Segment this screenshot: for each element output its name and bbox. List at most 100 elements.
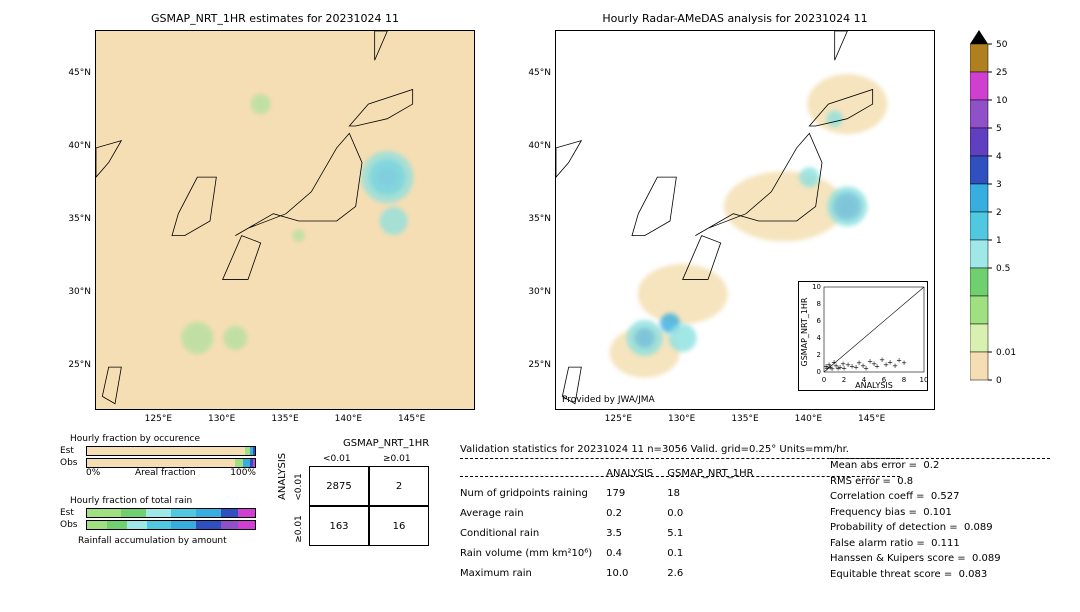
occurrence-title: Hourly fraction by occurence — [70, 434, 200, 444]
val-row-b: 0.1 — [667, 544, 767, 564]
right-xtick: 140°E — [788, 414, 828, 424]
left-ytick: 30°N — [61, 287, 91, 297]
right-xtick: 130°E — [662, 414, 702, 424]
svg-text:2: 2 — [996, 208, 1002, 218]
occ-tick-1: 100% — [230, 468, 256, 478]
svg-text:0: 0 — [822, 376, 826, 384]
metric-row: False alarm ratio = 0.111 — [830, 536, 1001, 552]
val-row-label: Maximum rain — [460, 564, 606, 584]
svg-text:+: + — [840, 360, 846, 368]
left-xtick: 125°E — [138, 414, 178, 424]
right-xtick: 125°E — [598, 414, 638, 424]
occ-row-obs: Obs — [60, 458, 82, 468]
val-row-b: 18 — [667, 484, 767, 504]
val-col-1: GSMAP_NRT_1HR — [667, 464, 767, 484]
left-ytick: 25°N — [61, 360, 91, 370]
left-ytick: 40°N — [61, 141, 91, 151]
ct-col-header: GSMAP_NRT_1HR — [343, 438, 429, 449]
val-row-b: 0.0 — [667, 504, 767, 524]
val-col-0: ANALYSIS — [606, 464, 667, 484]
val-row-a: 0.2 — [606, 504, 667, 524]
val-row-a: 3.5 — [606, 524, 667, 544]
val-row-a: 179 — [606, 484, 667, 504]
val-row-label: Rain volume (mm km²10⁶) — [460, 544, 606, 564]
metric-row: Correlation coeff = 0.527 — [830, 489, 1001, 505]
ct-row-header: ANALYSIS — [277, 453, 288, 500]
scatter-inset: ++++++++++++++++++++++++++ 0246810 02468… — [798, 281, 928, 391]
svg-text:0: 0 — [817, 368, 821, 376]
metric-row: Frequency bias = 0.101 — [830, 505, 1001, 521]
metrics-list: Mean abs error = 0.2RMS error = 0.8Corre… — [830, 458, 1001, 582]
val-row-label: Num of gridpoints raining — [460, 484, 606, 504]
svg-text:3: 3 — [996, 180, 1002, 190]
ct-cell-10: 163 — [309, 506, 369, 546]
svg-text:8: 8 — [817, 300, 821, 308]
occ-xlabel: Areal fraction — [135, 468, 196, 478]
occ-row-est: Est — [60, 446, 82, 456]
scatter-ylabel: GSMAP_NRT_1HR — [800, 297, 809, 366]
left-xtick: 130°E — [202, 414, 242, 424]
svg-text:+: + — [827, 363, 833, 371]
metric-row: Mean abs error = 0.2 — [830, 458, 1001, 474]
left-map — [95, 30, 475, 410]
scatter-xlabel: ANALYSIS — [855, 381, 893, 390]
right-ytick: 30°N — [521, 287, 551, 297]
right-map-title: Hourly Radar-AMeDAS analysis for 2023102… — [535, 12, 935, 25]
right-xtick: 145°E — [852, 414, 892, 424]
ct-row-0: <0.01 — [294, 473, 304, 501]
right-map: Provided by JWA/JMA ++++++++++++++++++++… — [555, 30, 935, 410]
left-xtick: 140°E — [328, 414, 368, 424]
svg-text:2: 2 — [842, 376, 846, 384]
svg-text:2: 2 — [817, 351, 821, 359]
right-xtick: 135°E — [725, 414, 765, 424]
svg-text:8: 8 — [902, 376, 906, 384]
svg-text:0: 0 — [996, 376, 1002, 386]
occurrence-bars: Hourly fraction by occurence Est Obs 0% … — [60, 446, 260, 478]
colorbar: 0123451025500.50.01 — [970, 30, 1030, 425]
svg-text:50: 50 — [996, 40, 1008, 50]
svg-text:10: 10 — [996, 96, 1008, 106]
val-row-b: 5.1 — [667, 524, 767, 544]
svg-text:4: 4 — [996, 152, 1002, 162]
right-ytick: 25°N — [521, 360, 551, 370]
totalrain-footer: Rainfall accumulation by amount — [78, 536, 227, 546]
val-row-a: 0.4 — [606, 544, 667, 564]
occ-tick-0: 0% — [86, 468, 100, 478]
left-xtick: 135°E — [265, 414, 305, 424]
metric-row: Equitable threat score = 0.083 — [830, 567, 1001, 583]
metric-row: Probability of detection = 0.089 — [830, 520, 1001, 536]
map-attribution: Provided by JWA/JMA — [562, 395, 655, 405]
svg-text:6: 6 — [817, 317, 822, 325]
validation-stats: Validation statistics for 20231024 11 n=… — [460, 442, 849, 584]
totalrain-bars: Hourly fraction of total rain Est Obs Ra… — [60, 508, 260, 530]
right-ytick: 40°N — [521, 141, 551, 151]
svg-text:10: 10 — [920, 376, 929, 384]
ct-cell-11: 16 — [369, 506, 429, 546]
svg-text:25: 25 — [996, 68, 1007, 78]
right-ytick: 45°N — [521, 68, 551, 78]
svg-text:4: 4 — [817, 334, 822, 342]
val-row-a: 10.0 — [606, 564, 667, 584]
val-row-b: 2.6 — [667, 564, 767, 584]
totalrain-title: Hourly fraction of total rain — [70, 496, 192, 506]
left-ytick: 35°N — [61, 214, 91, 224]
left-map-title: GSMAP_NRT_1HR estimates for 20231024 11 — [75, 12, 475, 25]
tot-row-obs: Obs — [60, 520, 82, 530]
ct-col-0: <0.01 — [323, 454, 351, 464]
ct-cell-01: 2 — [369, 466, 429, 506]
svg-text:10: 10 — [812, 283, 821, 291]
svg-text:+: + — [901, 359, 907, 367]
metric-row: Hanssen & Kuipers score = 0.089 — [830, 551, 1001, 567]
tot-row-est: Est — [60, 508, 82, 518]
ct-cell-00: 2875 — [309, 466, 369, 506]
right-ytick: 35°N — [521, 214, 551, 224]
ct-row-1: ≥0.01 — [294, 515, 304, 543]
svg-text:5: 5 — [996, 124, 1002, 134]
ct-col-1: ≥0.01 — [383, 454, 411, 464]
validation-header: Validation statistics for 20231024 11 n=… — [460, 442, 849, 458]
svg-text:0.01: 0.01 — [996, 348, 1016, 358]
val-row-label: Conditional rain — [460, 524, 606, 544]
metric-row: RMS error = 0.8 — [830, 474, 1001, 490]
val-row-label: Average rain — [460, 504, 606, 524]
svg-text:+: + — [863, 364, 869, 372]
